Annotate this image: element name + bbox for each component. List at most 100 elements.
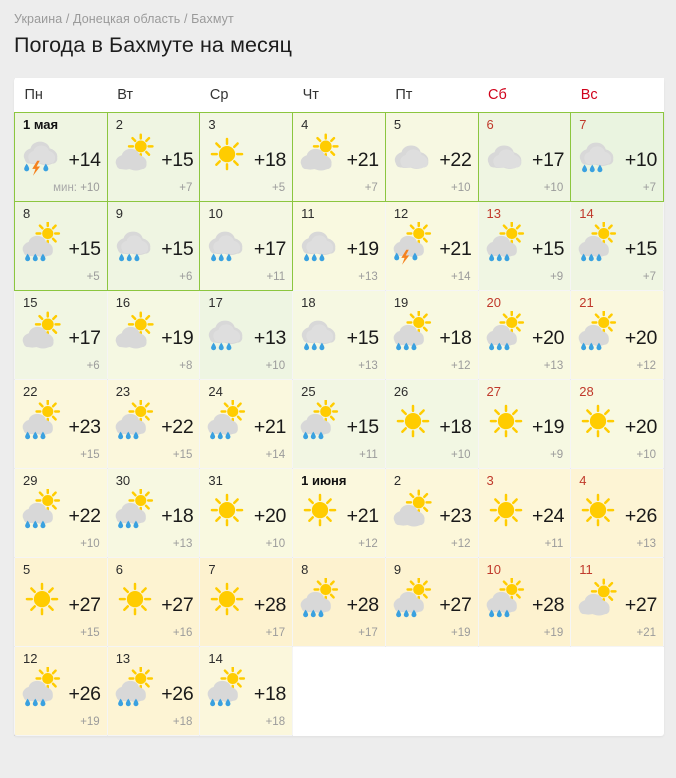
day-cell[interactable]: 10 +28 +19 [477,556,572,647]
day-cell[interactable]: 5 +22 +10 [384,111,479,202]
day-cell[interactable]: 25 +15 +11 [292,378,386,469]
temp-min-value: +6 [179,271,193,283]
day-cell[interactable]: 11 +19 +13 [292,200,386,291]
day-cell[interactable]: 23 +22 +15 [106,378,201,469]
calendar-cell-empty [478,646,571,735]
temp-min: +5 [87,271,100,284]
day-cell[interactable]: 14 +15 +7 [570,200,664,291]
sun-rain-icon [204,399,250,446]
day-number: 19 [393,294,409,310]
day-cell[interactable]: 20 +20 +13 [477,289,572,380]
temp-max: +21 [439,237,472,260]
day-cell[interactable]: 9 +15 +6 [106,200,201,291]
day-cell[interactable]: 10 +17 +11 [199,200,294,291]
temp-max: +22 [161,415,194,438]
day-cell[interactable]: 29 +22 +10 [14,467,108,558]
day-cell[interactable]: 16 +19 +8 [106,289,201,380]
sun-icon [390,400,436,446]
sun-rain-icon [112,399,158,446]
day-cell[interactable]: 30 +18 +13 [106,467,201,558]
day-cell[interactable]: 3 +18 +5 [199,111,294,202]
rain-icon [112,222,158,268]
day-cell[interactable]: 5 +27 +15 [14,556,108,647]
day-cell[interactable]: 22 +23 +15 [14,378,108,469]
day-number: 3 [208,116,216,132]
day-cell[interactable]: 6 +27 +16 [106,556,201,647]
day-cell[interactable]: 17 +13 +10 [199,289,294,380]
day-cell[interactable]: 9 +27 +19 [384,556,479,647]
day-number: 13 [486,205,501,221]
day-cell[interactable]: 12 +26 +19 [14,645,108,736]
temp-min-label: мин: [53,182,81,194]
day-number: 6 [486,116,494,132]
breadcrumb-text[interactable]: Украина / Донецкая область / Бахмут [14,12,234,26]
breadcrumb[interactable]: Украина / Донецкая область / Бахмут [0,0,676,26]
sun-rain-icon [483,221,529,268]
day-cell[interactable]: 2 +23 +12 [384,467,479,558]
weekday-header-0: Пн [14,78,108,112]
temp-min: +15 [173,449,193,462]
sun-cloud-icon [112,132,158,179]
day-cell[interactable]: 4 +26 +13 [570,467,664,558]
temp-min-value: +11 [544,538,564,550]
sun-thunder-icon [390,221,436,268]
day-cell[interactable]: 18 +15 +13 [292,289,386,380]
calendar-card: Пн Вт Ср Чт Пт Сб Вс 1 мая +14 мин: +10 2 +15 +7 3 +1… [14,78,664,736]
day-cell[interactable]: 21 +20 +12 [570,289,664,380]
temp-min: +7 [643,271,656,284]
day-cell[interactable]: 28 +20 +10 [570,378,664,469]
day-cell[interactable]: 1 мая +14 мин: +10 [14,111,108,202]
day-number: 4 [301,116,309,132]
day-cell[interactable]: 3 +24 +11 [477,467,572,558]
day-number: 3 [486,472,494,488]
temp-min: +10 [80,538,100,551]
temp-min-value: +10 [265,360,286,372]
day-cell[interactable]: 31 +20 +10 [199,467,294,558]
day-number: 11 [579,561,593,577]
day-cell[interactable]: 14 +18 +18 [199,645,294,736]
day-cell[interactable]: 7 +28 +17 [199,556,294,647]
temp-max: +18 [161,504,194,527]
day-cell[interactable]: 15 +17 +6 [14,289,108,380]
sun-rain-icon [19,488,65,535]
day-number: 5 [23,561,31,577]
day-cell[interactable]: 6 +17 +10 [477,111,572,202]
temp-min-value: +10 [543,182,564,194]
day-cell[interactable]: 13 +15 +9 [477,200,572,291]
day-cell[interactable]: 26 +18 +10 [384,378,479,469]
temp-max: +15 [68,237,101,260]
day-cell[interactable]: 27 +19 +9 [477,378,572,469]
day-cell[interactable]: 24 +21 +14 [199,378,294,469]
temp-max: +24 [532,504,565,527]
sun-icon [204,133,250,179]
calendar-cell-empty [385,646,479,735]
temp-min: +9 [550,271,563,284]
day-number: 1 мая [23,116,59,132]
weekday-header-3: Чт [292,78,386,112]
sun-icon [19,578,65,624]
temp-max: +15 [161,237,194,260]
rain-icon [204,311,250,357]
day-number: 16 [115,294,131,310]
temp-min: +6 [179,271,193,284]
day-cell[interactable]: 4 +21 +7 [292,111,386,202]
weekday-header-5: Сб [478,78,571,112]
day-cell[interactable]: 8 +28 +17 [292,556,386,647]
day-cell[interactable]: 8 +15 +5 [14,200,108,291]
day-cell[interactable]: 19 +18 +12 [384,289,479,380]
weekday-header-2: Ср [199,78,293,112]
day-cell[interactable]: 2 +15 +7 [106,111,201,202]
temp-min-value: +11 [266,271,286,283]
day-cell[interactable]: 13 +26 +18 [106,645,201,736]
day-cell[interactable]: 7 +10 +7 [570,111,664,202]
day-number: 7 [208,561,216,577]
weekday-header-4: Пт [385,78,479,112]
day-cell[interactable]: 11 +27 +21 [570,556,664,647]
day-number: 7 [579,116,587,132]
temp-min-value: +9 [550,449,564,461]
day-cell[interactable]: 12 +21 +14 [384,200,479,291]
day-number: 8 [301,561,309,577]
day-cell[interactable]: 1 июня +21 +12 [292,467,386,558]
day-number: 30 [115,472,131,488]
